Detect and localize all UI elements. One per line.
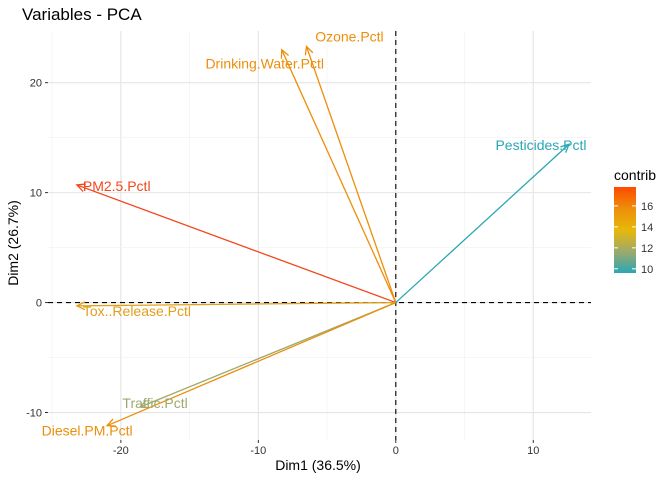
chart-title: Variables - PCA xyxy=(22,5,142,24)
legend-tick-label: 16 xyxy=(641,201,653,213)
y-tick-label: 0 xyxy=(36,298,42,310)
reference-lines xyxy=(48,31,591,440)
legend-tick-label: 14 xyxy=(641,222,653,234)
arrow-shaft xyxy=(281,49,397,303)
x-tick-label: -20 xyxy=(113,445,129,457)
label-pesticides-pctl: Pesticides.Pctl xyxy=(495,137,586,153)
variable-arrows xyxy=(75,44,571,427)
legend-tick-label: 10 xyxy=(641,264,653,276)
label-pm2-5-pctl: PM2.5.Pctl xyxy=(83,178,151,194)
arrow-ozone-pctl xyxy=(304,44,397,303)
legend-tick-label: 12 xyxy=(641,243,653,255)
x-tick-label: -10 xyxy=(250,445,266,457)
label-ozone-pctl: Ozone.Pctl xyxy=(315,28,383,44)
legend: contrib 10 12 14 16 xyxy=(614,167,656,276)
arrow-shaft xyxy=(305,46,397,303)
arrow-shaft xyxy=(106,301,397,427)
x-axis-title: Dim1 (36.5%) xyxy=(275,457,361,473)
arrow-head xyxy=(560,143,571,153)
legend-title: contrib xyxy=(614,167,656,183)
arrow-diesel-pm-pctl xyxy=(105,301,397,427)
arrow-shaft xyxy=(76,301,396,307)
y-tick-label: 20 xyxy=(30,78,42,90)
arrow-shaft xyxy=(395,143,570,304)
arrow-head xyxy=(304,44,314,56)
grid xyxy=(48,31,591,440)
axes: -20 -10 0 10 -10 0 10 20 xyxy=(26,78,539,457)
arrow-head xyxy=(280,48,290,59)
arrow-drinking-water-pctl xyxy=(280,48,397,303)
arrow-pesticides-pctl xyxy=(395,143,571,304)
y-tick-label: 10 xyxy=(30,188,42,200)
arrow-head xyxy=(75,301,86,311)
label-drinking-water-pctl: Drinking.Water.Pctl xyxy=(205,56,324,72)
legend-colorbar xyxy=(614,187,636,273)
arrow-traffic-pctl xyxy=(138,301,397,409)
arrow-shaft xyxy=(139,301,397,408)
x-tick-label: 10 xyxy=(527,445,539,457)
arrow-head xyxy=(138,399,150,409)
label-tox-release-pctl: Tox..Release.Pctl xyxy=(83,303,191,319)
y-tick-label: -10 xyxy=(26,408,42,420)
y-axis-title: Dim2 (26.7%) xyxy=(5,200,21,286)
arrow-shaft xyxy=(76,184,397,304)
variable-labels: Ozone.Pctl Drinking.Water.Pctl Pesticides.… xyxy=(42,28,587,438)
arrow-tox-release-pctl xyxy=(75,301,396,311)
arrow-pm2-5-pctl xyxy=(75,183,397,304)
label-diesel-pm-pctl: Diesel.PM.Pctl xyxy=(42,423,133,439)
arrow-head xyxy=(105,418,117,427)
x-tick-label: 0 xyxy=(393,445,399,457)
arrow-head xyxy=(75,183,86,192)
label-traffic-pctl: Traffic.Pctl xyxy=(122,395,187,411)
